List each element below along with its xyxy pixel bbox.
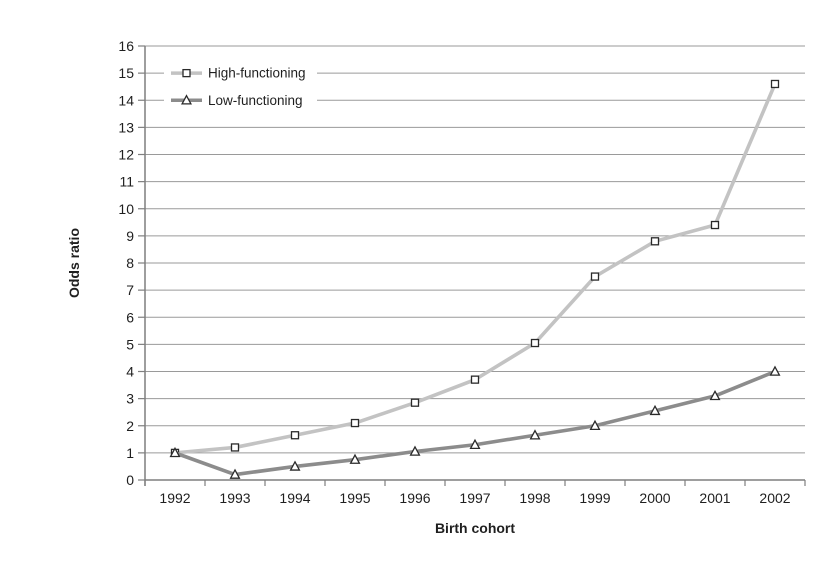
y-tick-label: 11 [119, 174, 134, 190]
square-marker [710, 220, 720, 230]
y-tick-label: 16 [118, 38, 134, 54]
y-tick-label: 10 [118, 201, 134, 217]
triangle-marker [649, 404, 661, 416]
square-marker [230, 443, 240, 452]
square-marker [410, 398, 420, 407]
x-tick-label: 2000 [639, 490, 670, 506]
triangle-marker [181, 94, 192, 105]
y-tick-label: 12 [118, 147, 134, 163]
triangle-marker [529, 429, 541, 440]
x-tick-label: 1998 [519, 490, 550, 506]
y-tick-label: 1 [126, 445, 134, 461]
triangle-marker [469, 438, 481, 449]
legend-label: High-functioning [208, 66, 306, 81]
y-axis-title: Odds ratio [66, 228, 82, 298]
triangle-marker [709, 389, 721, 401]
y-tick-label: 8 [126, 255, 134, 271]
y-tick-label: 2 [126, 418, 134, 434]
x-tick-label: 1996 [399, 490, 430, 506]
y-tick-label: 0 [126, 472, 134, 488]
x-tick-label: 1995 [339, 490, 370, 506]
y-tick-label: 7 [126, 282, 134, 298]
series-line-high-functioning [174, 83, 777, 455]
y-tick-label: 3 [126, 391, 134, 407]
square-marker [182, 68, 191, 78]
triangle-marker [169, 446, 181, 458]
y-tick-label: 15 [118, 65, 134, 81]
square-marker [770, 79, 780, 89]
y-tick-label: 9 [126, 228, 134, 244]
triangle-marker [289, 460, 301, 471]
x-tick-label: 1999 [579, 490, 610, 506]
legend-label: Low-functioning [208, 93, 303, 108]
square-marker [650, 237, 660, 246]
triangle-marker [229, 468, 241, 479]
x-tick-label: 1992 [159, 490, 190, 506]
series-layer [169, 79, 781, 479]
gridlines-layer [145, 45, 805, 454]
triangle-marker [769, 365, 781, 376]
triangle-marker [409, 445, 421, 456]
x-tick-label: 2001 [699, 490, 730, 506]
x-tick-label: 1997 [459, 490, 490, 506]
square-marker [290, 431, 300, 440]
square-marker [350, 418, 360, 428]
x-tick-label: 2002 [759, 490, 790, 506]
y-tick-label: 14 [118, 92, 134, 108]
y-tick-label: 13 [118, 119, 134, 135]
legend-background [164, 58, 317, 115]
x-tick-label: 1993 [219, 490, 250, 506]
square-marker [590, 272, 600, 281]
triangle-marker [349, 453, 361, 464]
odds-ratio-by-birth-cohort-chart: 0 1 2 3 4 5 6 7 8 9 10 11 12 13 14 15 16 1992 1993 1994 1995… [40, 16, 837, 547]
y-tick-label: 6 [126, 309, 134, 325]
y-tick-label: 5 [126, 336, 134, 352]
series-line-low-functioning [174, 369, 776, 477]
triangle-marker [589, 419, 601, 431]
y-tick-label: 4 [126, 364, 134, 380]
square-marker [470, 375, 480, 384]
legend: High-functioning Low-functioning [164, 58, 317, 115]
square-marker [530, 338, 540, 348]
x-axis-title: Birth cohort [435, 520, 515, 536]
x-tick-label: 1994 [279, 490, 310, 506]
